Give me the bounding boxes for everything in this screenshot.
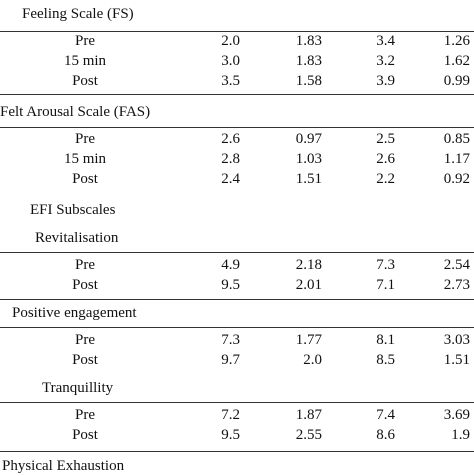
- table-cell: 1.51: [295, 171, 322, 187]
- table-cell: 7.4: [376, 407, 395, 423]
- row-label: Pre: [75, 332, 95, 348]
- table-cell: 7.3: [376, 257, 395, 273]
- section-title: EFI Subscales: [0, 200, 474, 220]
- section-title: Revitalisation: [0, 228, 474, 248]
- table-cell: 7.3: [221, 332, 240, 348]
- table-row: Post 3.5 1.58 3.9 0.99: [0, 72, 474, 90]
- table-cell: 7.1: [376, 277, 395, 293]
- table-cell: 2.6: [376, 151, 395, 167]
- table-row: 15 min 2.8 1.03 2.6 1.17: [0, 150, 474, 168]
- table-cell: 2.01: [295, 277, 322, 293]
- table-row: Post 9.5 2.55 8.6 1.9: [0, 426, 474, 444]
- table-cell: 3.9: [376, 73, 395, 89]
- table-rule: [0, 252, 474, 253]
- table-cell: 4.9: [221, 257, 240, 273]
- table-row: Post 9.7 2.0 8.5 1.51: [0, 351, 474, 369]
- table-cell: 8.1: [376, 332, 395, 348]
- table-row: 15 min 3.0 1.83 3.2 1.62: [0, 52, 474, 70]
- table-cell: 3.2: [376, 53, 395, 69]
- table-rule: [0, 451, 474, 452]
- table-cell: 3.69: [443, 407, 470, 423]
- section-title: Felt Arousal Scale (FAS): [0, 102, 474, 122]
- table-cell: 1.9: [451, 427, 470, 443]
- row-label: Post: [72, 427, 98, 443]
- table-cell: 7.2: [221, 407, 240, 423]
- table-cell: 2.5: [376, 131, 395, 147]
- table-cell: 1.77: [295, 332, 322, 348]
- table-cell: 3.4: [376, 33, 395, 49]
- row-label: Pre: [75, 407, 95, 423]
- table-cell: 9.5: [221, 427, 240, 443]
- table-cell: 2.6: [221, 131, 240, 147]
- table-cell: 3.03: [443, 332, 470, 348]
- row-label: Post: [72, 352, 98, 368]
- table-cell: 3.5: [221, 73, 240, 89]
- table-cell: 0.92: [443, 171, 470, 187]
- table-rule: [0, 327, 474, 328]
- section-title-text: Feeling Scale (FS): [22, 6, 134, 22]
- table-cell: 1.58: [295, 73, 322, 89]
- table-cell: 0.97: [295, 131, 322, 147]
- table-cell: 2.8: [221, 151, 240, 167]
- table-cell: 1.62: [443, 53, 470, 69]
- table-row: Pre 2.6 0.97 2.5 0.85: [0, 130, 474, 148]
- table-row: Post 9.5 2.01 7.1 2.73: [0, 276, 474, 294]
- table-cell: 1.03: [295, 151, 322, 167]
- table-row: Pre 7.2 1.87 7.4 3.69: [0, 406, 474, 424]
- table-cell: 1.26: [443, 33, 470, 49]
- table-cell: 9.5: [221, 277, 240, 293]
- table-row: Pre 2.0 1.83 3.4 1.26: [0, 32, 474, 50]
- table-cell: 2.0: [221, 33, 240, 49]
- table-rule: [0, 402, 474, 403]
- table-cell: 0.85: [443, 131, 470, 147]
- table-cell: 1.87: [295, 407, 322, 423]
- table-rule: [0, 299, 474, 300]
- section-title-text: EFI Subscales: [30, 202, 116, 218]
- table-rule: [0, 31, 474, 32]
- row-label: Pre: [75, 33, 95, 49]
- section-title-text: Revitalisation: [35, 230, 119, 246]
- table-cell: 8.6: [376, 427, 395, 443]
- table-cell: 0.99: [443, 73, 470, 89]
- row-label: Pre: [75, 257, 95, 273]
- section-title-text: Physical Exhaustion: [2, 458, 125, 474]
- table-cell: 2.4: [221, 171, 240, 187]
- section-title: Positive engagement: [0, 303, 474, 323]
- row-label: 15 min: [63, 53, 107, 69]
- section-title-text: Positive engagement: [12, 305, 137, 321]
- row-label: 15 min: [63, 151, 107, 167]
- table-cell: 1.83: [295, 33, 322, 49]
- table-cell: 9.7: [221, 352, 240, 368]
- table-cell: 1.83: [295, 53, 322, 69]
- row-label: Post: [72, 73, 98, 89]
- table-cell: 2.55: [295, 427, 322, 443]
- table-cell: 1.17: [443, 151, 470, 167]
- table-cell: 2.54: [443, 257, 470, 273]
- table-row: Pre 7.3 1.77 8.1 3.03: [0, 331, 474, 349]
- section-title: Tranquillity: [0, 378, 474, 398]
- section-title-text: Tranquillity: [42, 380, 114, 396]
- row-label: Post: [72, 277, 98, 293]
- section-title: Feeling Scale (FS): [0, 4, 474, 24]
- table-rule: [0, 94, 474, 95]
- table-cell: 2.2: [376, 171, 395, 187]
- table-cell: 2.0: [303, 352, 322, 368]
- table-cell: 2.73: [443, 277, 470, 293]
- table-row: Post 2.4 1.51 2.2 0.92: [0, 170, 474, 188]
- table-cell: 2.18: [295, 257, 322, 273]
- row-label: Post: [72, 171, 98, 187]
- section-title: Physical Exhaustion: [0, 456, 474, 476]
- table-cell: 1.51: [443, 352, 470, 368]
- section-title-text: Felt Arousal Scale (FAS): [0, 104, 151, 120]
- table-row: Pre 4.9 2.18 7.3 2.54: [0, 256, 474, 274]
- table-cell: 3.0: [221, 53, 240, 69]
- table-cell: 8.5: [376, 352, 395, 368]
- row-label: Pre: [75, 131, 95, 147]
- table-rule: [0, 127, 474, 128]
